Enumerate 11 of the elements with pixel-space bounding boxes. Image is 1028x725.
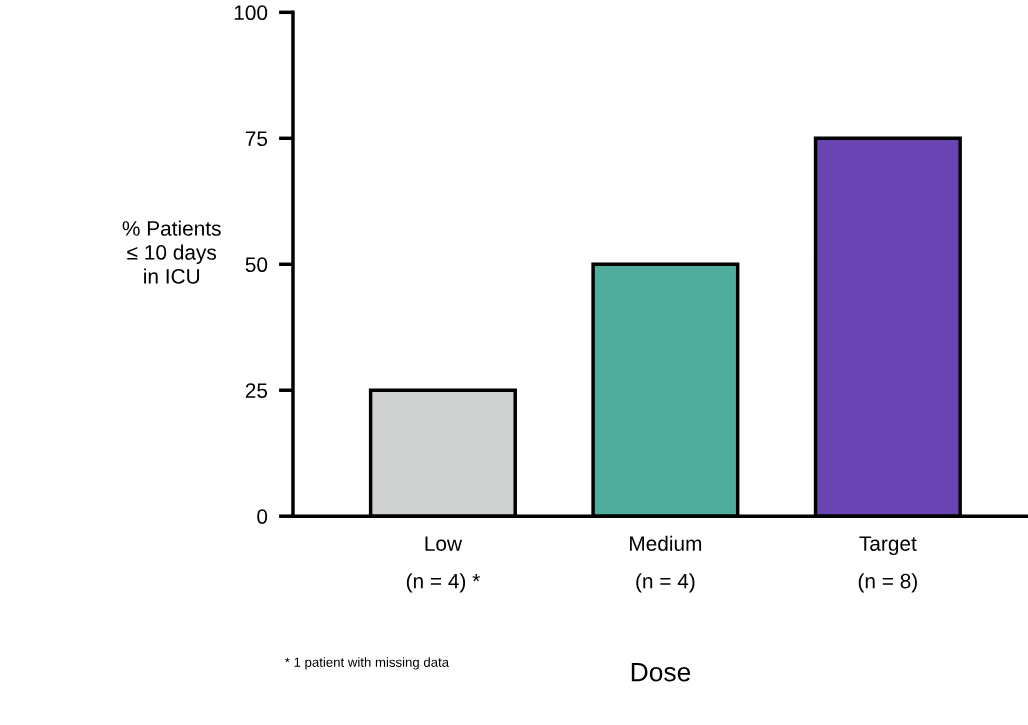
- y-tick-label: 25: [245, 383, 268, 398]
- y-tick-label: 100: [234, 5, 268, 21]
- text: * 1 patient with missing data: [284, 657, 450, 670]
- x-tick-label: Target (n = 8): [858, 536, 917, 593]
- y-axis-title: % Patients ≤ 10 days in ICU: [122, 220, 221, 284]
- x-axis-title: Dose: [631, 663, 691, 682]
- x-tick-label: Low (n = 4) *: [406, 536, 480, 593]
- y-tick-label: 0: [257, 509, 268, 524]
- y-tick-label: 50: [245, 257, 268, 273]
- x-tick-label: Medium (n = 4): [630, 535, 702, 593]
- y-tick-label: 75: [245, 131, 268, 147]
